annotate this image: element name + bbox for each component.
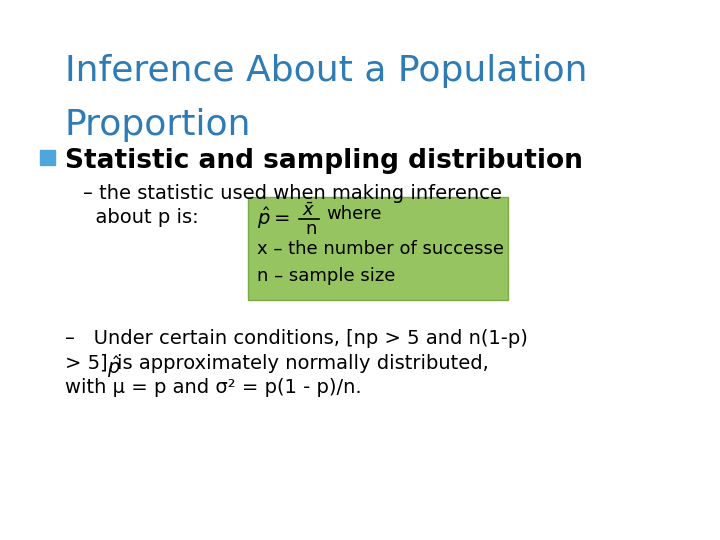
Text: n – sample size: n – sample size (257, 267, 395, 285)
Text: $\bar{x}$: $\bar{x}$ (302, 202, 315, 220)
Text: – the statistic used when making inference: – the statistic used when making inferen… (83, 184, 502, 202)
Text: $\hat{p}=$: $\hat{p}=$ (257, 205, 289, 231)
Text: with μ = p and σ² = p(1 - p)/n.: with μ = p and σ² = p(1 - p)/n. (65, 378, 361, 397)
Text: > 5],: > 5], (65, 354, 120, 373)
Text: x – the number of successe: x – the number of successe (257, 240, 504, 258)
Text: is approximately normally distributed,: is approximately normally distributed, (117, 354, 488, 373)
Text: –   Under certain conditions, [np > 5 and n(1-p): – Under certain conditions, [np > 5 and … (65, 329, 528, 348)
Text: Statistic and sampling distribution: Statistic and sampling distribution (65, 148, 582, 174)
Text: Proportion: Proportion (65, 108, 251, 142)
Text: where: where (326, 205, 382, 223)
Text: $\hat{p}$: $\hat{p}$ (107, 354, 120, 380)
Text: about p is:: about p is: (83, 208, 199, 227)
Text: Inference About a Population: Inference About a Population (65, 54, 588, 88)
Text: n: n (305, 220, 317, 238)
